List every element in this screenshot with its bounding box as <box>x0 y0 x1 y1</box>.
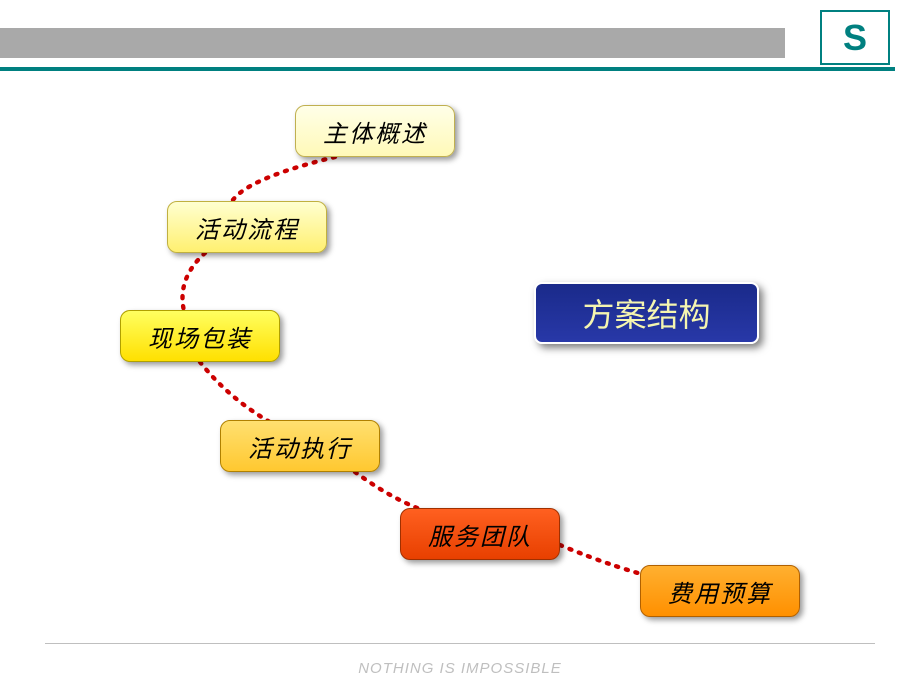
node-n5: 服务团队 <box>400 508 560 560</box>
node-label: 费用预算 <box>668 574 772 609</box>
title-label: 方案结构 <box>582 290 710 336</box>
footer-line <box>45 643 875 644</box>
header-gray-bar <box>0 28 785 58</box>
node-n4: 活动执行 <box>220 420 380 472</box>
logo: S <box>820 10 890 65</box>
node-n1: 主体概述 <box>295 105 455 157</box>
node-label: 服务团队 <box>428 517 532 552</box>
logo-text: S <box>843 17 867 59</box>
footer-text: NOTHING IS IMPOSSIBLE <box>0 660 920 677</box>
node-label: 活动执行 <box>248 429 352 464</box>
node-n3: 现场包装 <box>120 310 280 362</box>
header-teal-line <box>0 67 895 71</box>
title-box: 方案结构 <box>534 282 759 344</box>
node-label: 主体概述 <box>323 114 427 149</box>
node-label: 活动流程 <box>195 210 299 245</box>
node-label: 现场包装 <box>148 319 252 354</box>
node-n6: 费用预算 <box>640 565 800 617</box>
node-n2: 活动流程 <box>167 201 327 253</box>
